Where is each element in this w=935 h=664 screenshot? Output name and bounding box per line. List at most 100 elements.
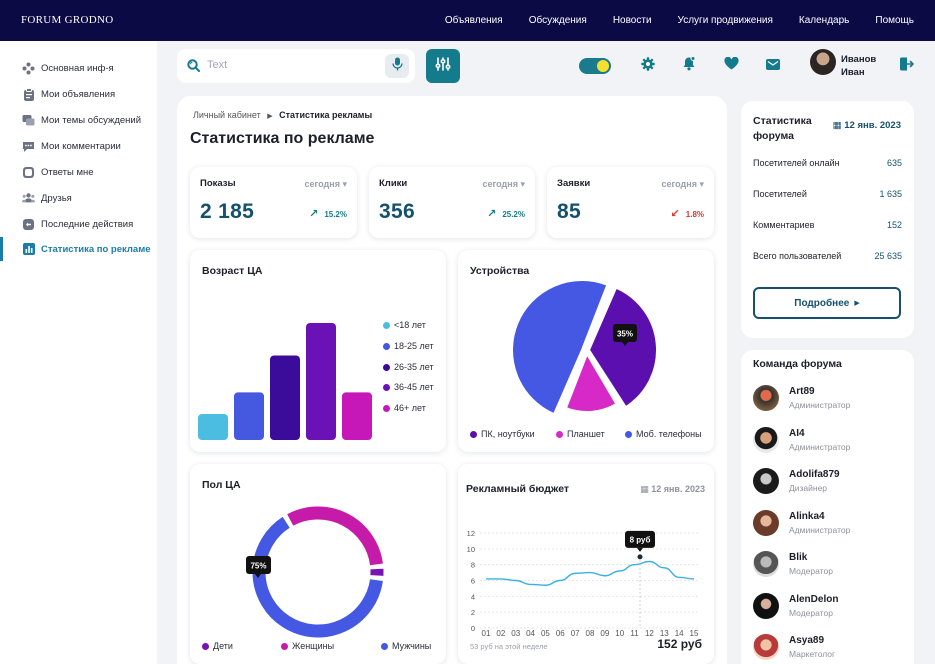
nav-item-help[interactable]: Помощь: [875, 15, 914, 26]
arrow-up-right-icon: ↗: [309, 208, 319, 220]
y-tick-label: 10: [467, 545, 475, 554]
x-tick-label: 01: [482, 629, 491, 638]
x-tick-label: 06: [556, 629, 565, 638]
voice-search-button[interactable]: [385, 54, 409, 78]
theme-toggle[interactable]: [579, 58, 611, 74]
budget-line: [486, 560, 695, 586]
nav-item-ads[interactable]: Объявления: [444, 15, 503, 26]
kpi-value: 2 185: [200, 200, 255, 223]
kpi-value: 85: [557, 200, 581, 223]
search-icon: [187, 59, 200, 77]
chat-icon: [22, 114, 35, 127]
pie-slice-0[interactable]: [587, 286, 658, 409]
search-input[interactable]: [207, 59, 377, 71]
nav-item-news[interactable]: Новости: [612, 15, 652, 26]
legend-swatch: [383, 404, 390, 412]
chart-title: Устройства: [470, 265, 530, 277]
period-select[interactable]: сегодня ▾: [304, 179, 347, 189]
top-nav-menu: Объявления Обсуждения Новости Услуги про…: [445, 0, 914, 41]
nav-item-promotion[interactable]: Услуги продвижения: [677, 15, 773, 26]
avatar: [753, 426, 779, 453]
legend-swatch: [202, 642, 209, 650]
member-name: Adolifa879: [789, 469, 840, 480]
pie-tooltip-label: 35%: [617, 330, 633, 339]
arrow-down-left-icon: ↙: [670, 208, 680, 220]
legend-item: <18 лет: [383, 320, 426, 330]
donut-segment-1[interactable]: [287, 506, 383, 566]
forum-stats-date[interactable]: ▦ 12 янв. 2023: [832, 120, 901, 131]
age-bar-3[interactable]: [306, 323, 336, 440]
member-name: Asya89: [789, 635, 825, 646]
period-select[interactable]: сегодня ▾: [661, 179, 704, 189]
stat-row: Комментариев 152: [753, 220, 902, 230]
nav-item-discussions[interactable]: Обсуждения: [528, 15, 587, 26]
sidebar-item-label: Мои объявления: [41, 88, 116, 100]
kpi-title: Показы: [200, 178, 236, 189]
period-select[interactable]: сегодня ▾: [482, 179, 525, 189]
clipboard-icon: [22, 87, 35, 101]
age-bar-2[interactable]: [270, 355, 300, 441]
sidebar-item-ad-stats[interactable]: Статистика по рекламе: [0, 237, 157, 261]
site-logo[interactable]: FORUM GRODNO: [21, 14, 114, 26]
legend-item: Женщины: [281, 641, 334, 651]
team-member[interactable]: AlenDelon Модератор: [753, 591, 908, 621]
user-name[interactable]: Иванов Иван: [841, 53, 876, 79]
team-member[interactable]: Asya89 Маркетолог: [753, 632, 908, 662]
team-member[interactable]: Alinka4 Администратор: [753, 508, 908, 538]
search-bar: [177, 49, 415, 83]
chart-date[interactable]: ▦ 12 янв. 2023: [640, 484, 705, 494]
team-member[interactable]: Blik Модератор: [753, 549, 908, 579]
x-tick-label: 10: [615, 629, 624, 638]
reply-icon: [22, 166, 35, 179]
nav-item-calendar[interactable]: Календарь: [798, 15, 850, 26]
notifications-button[interactable]: [681, 56, 697, 74]
dots-icon: [22, 62, 35, 75]
budget-total: 152 руб: [657, 637, 702, 651]
user-avatar[interactable]: [810, 49, 836, 75]
forum-stats-card: Статистика форума ▦ 12 янв. 2023 Посетит…: [741, 101, 914, 338]
member-name: Blik: [789, 552, 808, 563]
age-bar-4[interactable]: [342, 392, 372, 440]
chart-title: Пол ЦА: [202, 479, 241, 491]
messages-button[interactable]: [765, 58, 781, 74]
kpi-change: ↙ 1.8%: [670, 208, 704, 220]
breadcrumb-parent[interactable]: Личный кабинет: [193, 110, 261, 120]
legend-swatch: [470, 430, 477, 438]
logout-button[interactable]: [898, 57, 914, 74]
avatar: [753, 634, 779, 660]
donut-tooltip-label: 75%: [250, 562, 266, 571]
sidebar-item-friends[interactable]: Друзья: [0, 186, 157, 210]
sidebar-item-my-comments[interactable]: Мои комментарии: [0, 134, 157, 158]
sidebar-item-my-ads[interactable]: Мои объявления: [0, 82, 157, 106]
favorites-button[interactable]: [723, 56, 739, 75]
x-tick-label: 09: [600, 629, 609, 638]
team-member[interactable]: Adolifa879 Дизайнер: [753, 466, 908, 496]
sidebar-item-my-topics[interactable]: Мои темы обсуждений: [0, 108, 157, 132]
kpi-card-clicks: Клики сегодня ▾ 356 ↗ 25.2%: [369, 167, 535, 238]
heart-icon: [723, 56, 739, 75]
y-tick-label: 12: [467, 529, 475, 538]
sliders-icon: [435, 56, 451, 77]
donut-segment-2[interactable]: [252, 516, 383, 638]
filter-button[interactable]: [426, 49, 460, 83]
sidebar-item-replies[interactable]: Ответы мне: [0, 160, 157, 184]
settings-button[interactable]: [640, 56, 656, 74]
team-member[interactable]: Art89 Администратор: [753, 383, 908, 413]
stat-row: Всего пользователей 25 635: [753, 251, 902, 261]
sidebar-item-main-info[interactable]: Основная инф-я: [0, 56, 157, 80]
pie-slice-1[interactable]: [564, 351, 618, 413]
member-role: Администратор: [789, 441, 851, 452]
more-details-button[interactable]: Подробнее ▶: [753, 287, 901, 319]
sidebar-item-recent-actions[interactable]: Последние действия: [0, 212, 157, 236]
avatar: [753, 509, 779, 536]
top-navigation-bar: FORUM GRODNO Объявления Обсуждения Новос…: [0, 0, 935, 41]
age-bar-0[interactable]: [198, 414, 228, 440]
forum-team-card: Команда форума Art89 Администратор AI4 Адми…: [741, 350, 914, 664]
pie-slice-2[interactable]: [511, 279, 609, 416]
calendar-icon: ▦: [832, 120, 842, 131]
team-member[interactable]: AI4 Администратор: [753, 425, 908, 455]
age-bar-1[interactable]: [234, 392, 264, 440]
highlight-point[interactable]: [636, 553, 644, 561]
history-icon: [22, 218, 35, 231]
